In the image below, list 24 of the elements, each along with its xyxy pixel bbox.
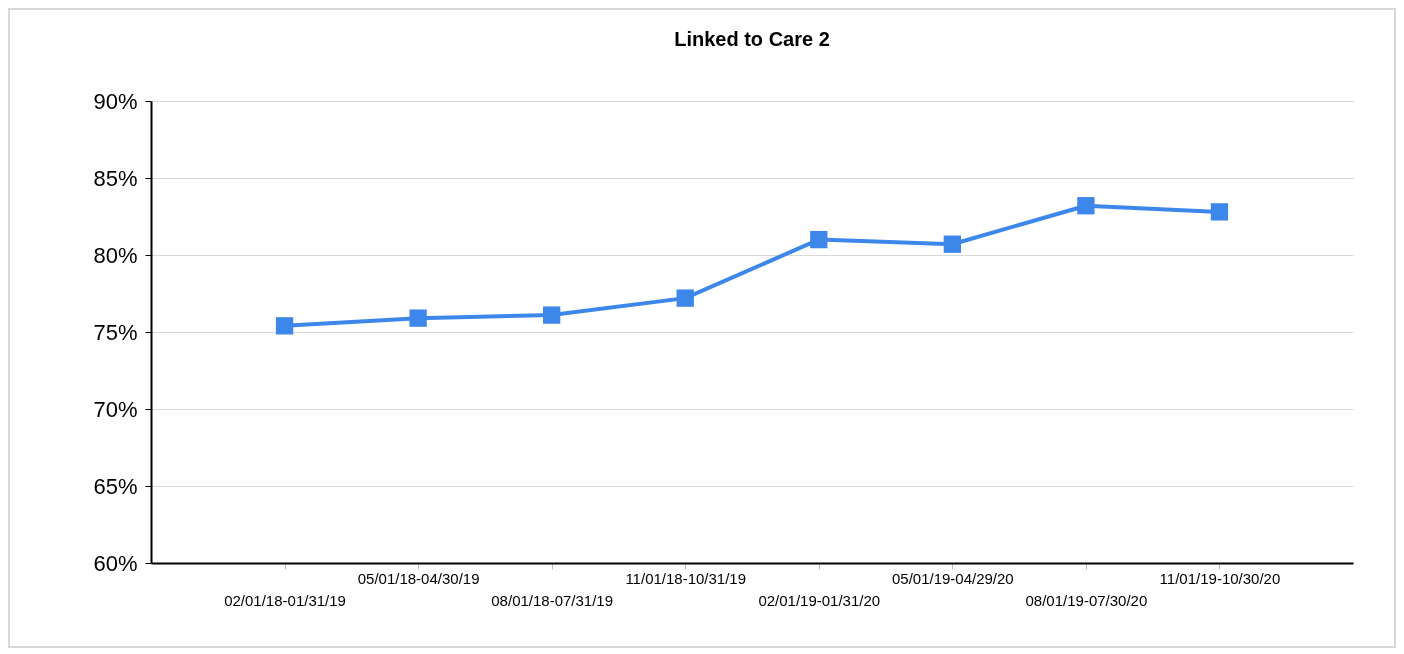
x-tick-label: 05/01/18-04/30/19 xyxy=(357,569,480,587)
point xyxy=(943,235,961,253)
y-tick-label: 60% xyxy=(93,550,138,576)
chart-title: Linked to Care 2 xyxy=(674,28,830,50)
x-tick-label: 08/01/18-07/31/19 xyxy=(491,591,614,609)
point xyxy=(676,289,694,307)
point xyxy=(1210,203,1229,221)
point xyxy=(275,317,294,335)
y-tick-label: 75% xyxy=(93,319,138,345)
y-tick-label: 90% xyxy=(93,88,138,114)
point xyxy=(409,309,427,327)
y-tick-label: 85% xyxy=(93,165,138,191)
x-tick-label: 11/01/18-10/31/19 xyxy=(625,569,747,587)
y-tick-label: 70% xyxy=(93,396,138,422)
x-tick-label: 02/01/18-01/31/19 xyxy=(224,591,346,609)
x-tick-label: 08/01/19-07/30/20 xyxy=(1025,591,1148,609)
point xyxy=(543,306,561,324)
point xyxy=(1077,197,1095,215)
x-tick-label: 05/01/19-04/29/20 xyxy=(891,569,1014,587)
x-tick-label: 02/01/19-01/31/20 xyxy=(758,591,881,609)
y-tick-label: 80% xyxy=(93,242,138,268)
point xyxy=(810,230,828,249)
y-tick-label: 65% xyxy=(93,473,138,499)
x-tick-label: 11/01/19-10/30/20 xyxy=(1159,569,1281,587)
